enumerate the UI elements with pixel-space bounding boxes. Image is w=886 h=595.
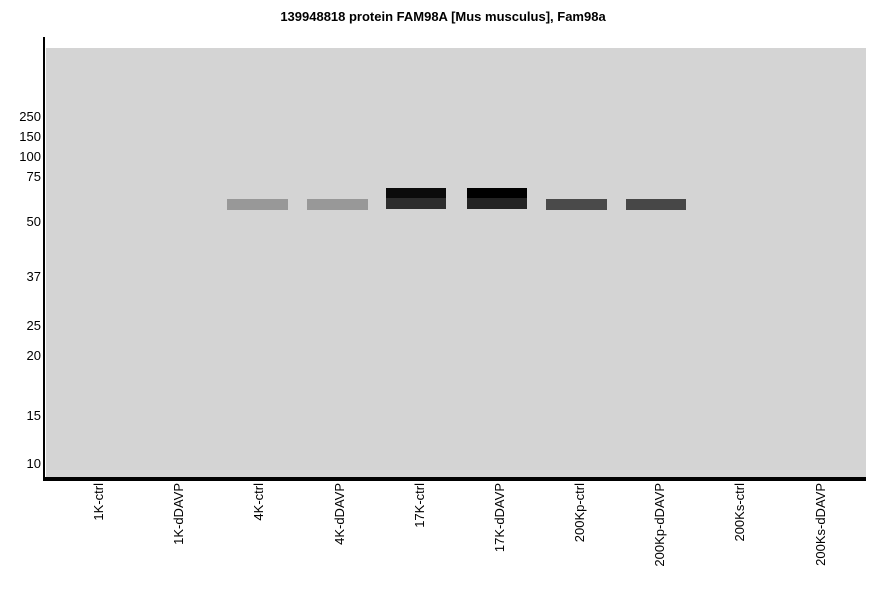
lane-label-200Kp-dDAVP: 200Kp-dDAVP xyxy=(652,483,667,567)
band-segment xyxy=(386,198,446,209)
lane-label-1K-dDAVP: 1K-dDAVP xyxy=(171,483,186,545)
y-tick-label-37: 37 xyxy=(26,269,41,284)
y-tick-label-250: 250 xyxy=(19,109,41,124)
chart-title: 139948818 protein FAM98A [Mus musculus],… xyxy=(280,9,606,24)
y-tick-label-100: 100 xyxy=(19,149,41,164)
band-segment xyxy=(467,188,527,198)
lane-label-17K-ctrl: 17K-ctrl xyxy=(412,483,427,528)
x-axis-line xyxy=(43,477,866,481)
y-tick-label-50: 50 xyxy=(26,214,41,229)
band-segment xyxy=(386,188,446,198)
band-segment xyxy=(227,199,288,210)
y-tick-label-15: 15 xyxy=(26,408,41,423)
y-tick-label-20: 20 xyxy=(26,348,41,363)
y-tick-label-75: 75 xyxy=(26,169,41,184)
lane-label-17K-dDAVP: 17K-dDAVP xyxy=(492,483,507,553)
lane-label-200Ks-dDAVP: 200Ks-dDAVP xyxy=(813,483,828,566)
gel-plot-area xyxy=(46,48,866,477)
band-segment xyxy=(467,198,527,209)
y-tick-label-10: 10 xyxy=(26,456,41,471)
band-segment xyxy=(626,199,686,210)
lane-label-4K-dDAVP: 4K-dDAVP xyxy=(332,483,347,545)
lane-label-4K-ctrl: 4K-ctrl xyxy=(251,483,266,521)
lane-label-200Ks-ctrl: 200Ks-ctrl xyxy=(732,483,747,542)
y-tick-label-25: 25 xyxy=(26,318,41,333)
band-segment xyxy=(307,199,368,210)
band-segment xyxy=(546,199,607,210)
lane-label-1K-ctrl: 1K-ctrl xyxy=(91,483,106,521)
y-tick-label-150: 150 xyxy=(19,129,41,144)
y-axis-line xyxy=(43,37,45,481)
lane-label-200Kp-ctrl: 200Kp-ctrl xyxy=(572,483,587,543)
